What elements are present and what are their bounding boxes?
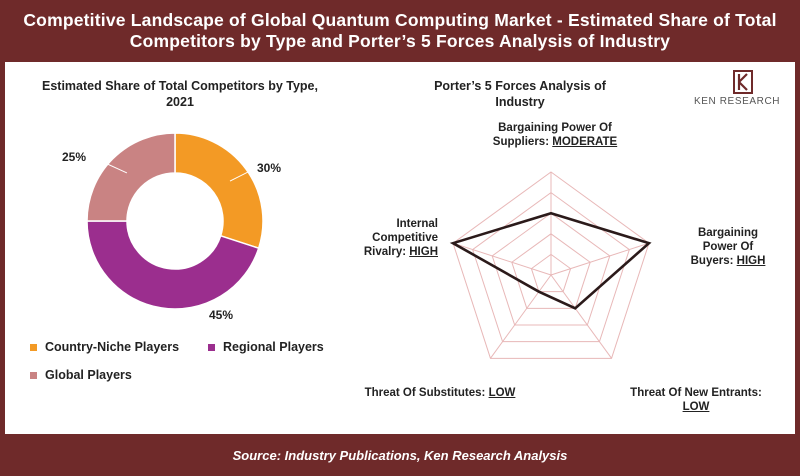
legend-swatch-regional — [208, 343, 215, 351]
radar-point — [648, 242, 650, 244]
radar-grid-ring — [452, 171, 650, 359]
radar-axis-name-buyers: Bargaining Power Of Buyers: — [690, 227, 759, 267]
radar-label-suppliers: Bargaining Power Of Suppliers: MODERATE — [470, 121, 640, 149]
radar-axis-name-rivalry: Internal Competitive Rivalry: — [363, 218, 438, 258]
source-note: Source: Industry Publications, Ken Resea… — [232, 447, 568, 463]
radar-grid-ring — [530, 253, 572, 293]
radar-axis-rating-buyers: HIGH — [736, 255, 766, 267]
legend-swatch-country-niche — [30, 343, 37, 351]
legend-swatch-global — [30, 371, 37, 379]
radar-grid-ring — [511, 233, 591, 309]
donut-slice-regional — [86, 220, 260, 310]
radar-chart-title: Porter’s 5 Forces Analysis of Industry — [434, 79, 606, 109]
radar-label-rivalry: Internal Competitive Rivalry: HIGH — [362, 217, 438, 259]
radar-label-substitutes: Threat Of Substitutes: LOW — [350, 386, 530, 400]
header-banner: Competitive Landscape of Global Quantum … — [0, 0, 800, 62]
donut-slice-country-niche — [174, 132, 264, 250]
donut-leader-global — [91, 156, 128, 174]
legend-label-country-niche: Country-Niche Players — [45, 340, 180, 354]
radar-point — [452, 242, 454, 244]
donut-label-regional: 45% — [209, 308, 234, 322]
radar-point — [574, 307, 577, 310]
radar-grid-ring — [472, 191, 630, 343]
left-border — [0, 62, 5, 434]
radar-axis-name-new-entrants: Threat Of New Entrants: — [630, 387, 762, 399]
page-title: Competitive Landscape of Global Quantum … — [23, 10, 777, 51]
radar-axis-name-substitutes: Threat Of Substitutes: — [364, 387, 486, 399]
donut-chart-title: Estimated Share of Total Competitors by … — [42, 79, 318, 109]
legend-item-global: Global Players — [30, 368, 132, 382]
radar-axis-rating-new-entrants: LOW — [682, 401, 710, 413]
radar-series-line — [449, 211, 652, 310]
legend-label-global: Global Players — [45, 368, 132, 382]
ken-research-logo-text: KEN RESEARCH — [694, 96, 781, 107]
radar-axis-rating-substitutes: LOW — [488, 387, 516, 399]
radar-spoke — [452, 242, 552, 276]
radar-axis-name-suppliers: Bargaining Power Of Suppliers: — [492, 122, 612, 148]
footer-banner: Source: Industry Publications, Ken Resea… — [0, 434, 800, 476]
radar-spoke — [550, 274, 612, 359]
donut-label-global: 25% — [62, 150, 87, 164]
ken-research-logo-mark — [733, 70, 753, 94]
radar-grid-ring — [491, 212, 611, 326]
legend-item-country-niche: Country-Niche Players — [30, 340, 179, 354]
donut-label-country-niche: 30% — [257, 161, 282, 175]
donut-leader-country-niche — [229, 167, 257, 182]
legend-label-regional: Regional Players — [223, 340, 324, 354]
radar-point — [538, 290, 540, 293]
right-border — [795, 62, 800, 434]
ken-research-logo: KEN RESEARCH — [694, 70, 794, 110]
radar-point — [550, 212, 552, 214]
radar-spoke — [490, 274, 552, 359]
radar-axis-rating-suppliers: MODERATE — [552, 136, 618, 148]
legend-item-regional: Regional Players — [208, 340, 324, 354]
donut-slice-global — [86, 132, 176, 222]
radar-axis-rating-rivalry: HIGH — [409, 246, 438, 258]
radar-label-buyers: Bargaining Power Of Buyers: HIGH — [682, 226, 774, 268]
radar-label-new-entrants: Threat Of New Entrants: LOW — [622, 386, 770, 414]
radar-spoke — [550, 242, 650, 276]
